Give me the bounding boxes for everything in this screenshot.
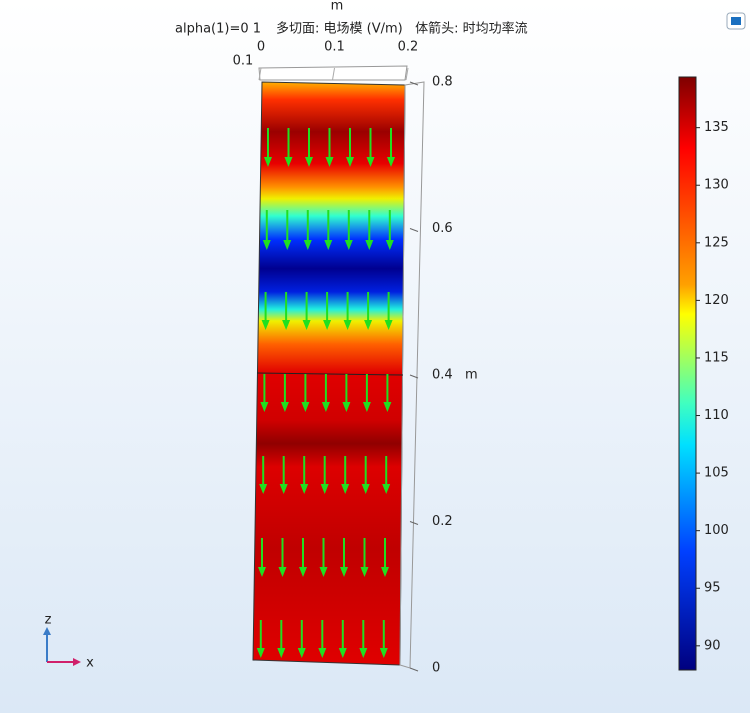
- colorbar-tick-label: 90: [704, 638, 721, 653]
- arrow-head: [260, 402, 269, 412]
- arrow-head: [325, 157, 334, 167]
- colorbar-tick-label: 130: [704, 178, 729, 193]
- slice-edge: [256, 372, 404, 376]
- arrow-head: [264, 157, 272, 167]
- y-tick-label: 0.1: [233, 54, 254, 69]
- triad-z-label: z: [45, 613, 52, 628]
- colorbar-tick-label: 115: [704, 350, 729, 365]
- z-tick: [409, 521, 419, 525]
- arrow-head: [321, 402, 330, 412]
- arrow-head: [323, 320, 332, 330]
- x-tick-label: 0.2: [398, 40, 419, 55]
- arrow-head: [385, 240, 394, 250]
- arrow-head: [258, 567, 266, 577]
- z-tick: [409, 81, 419, 86]
- colorbar-tick-label: 100: [704, 523, 729, 538]
- z-tick: [409, 374, 419, 379]
- arrow-head: [299, 567, 307, 577]
- arrow-head: [346, 157, 354, 167]
- z-tick-label: 0: [432, 661, 440, 676]
- x-tick-label: 0: [257, 40, 265, 55]
- arrow-head: [300, 484, 309, 494]
- arrow-head: [303, 240, 312, 250]
- x-unit: m: [331, 0, 344, 14]
- arrow-field: [256, 128, 395, 658]
- arrow-head: [364, 320, 373, 330]
- z-tick-label: 0.6: [432, 221, 453, 236]
- arrow-head: [342, 402, 351, 412]
- axis-triad: z x: [43, 613, 94, 671]
- x-grid-line: [258, 67, 262, 81]
- arrow-head: [284, 157, 293, 167]
- arrow-head: [302, 320, 311, 330]
- arrow-head: [340, 567, 348, 577]
- arrow-head: [366, 157, 375, 167]
- arrow-head: [365, 240, 374, 250]
- arrow-head: [387, 157, 395, 167]
- arrow-head: [320, 484, 329, 494]
- arrow-head: [361, 484, 370, 494]
- z-tick: [409, 667, 419, 672]
- arrow-head: [259, 484, 268, 494]
- z-tick-label: 0.2: [432, 514, 453, 529]
- triad-x-head: [73, 658, 81, 666]
- arrow-head: [278, 567, 287, 577]
- z-unit: m: [465, 368, 478, 383]
- z-tick-label: 0.8: [432, 75, 453, 90]
- arrow-head: [279, 484, 288, 494]
- triad-z-head: [43, 627, 51, 635]
- colorbar-tick-label: 120: [704, 293, 729, 308]
- colorbar-tick-label: 110: [704, 408, 729, 423]
- colorbar-tick-label: 105: [704, 466, 729, 481]
- arrow-head: [319, 567, 328, 577]
- arrow-head: [360, 567, 369, 577]
- arrow-head: [262, 240, 271, 250]
- arrow-head: [341, 484, 350, 494]
- x-tick-label: 0.1: [324, 40, 345, 55]
- colorbar-tick-label: 135: [704, 120, 729, 135]
- colorbar-tick-label: 95: [704, 581, 721, 596]
- arrow-head: [381, 567, 389, 577]
- x-grid-line: [332, 67, 335, 81]
- arrow-head: [318, 648, 327, 658]
- plot-title: 多切面: 电场模 (V/m) 体箭头: 时均功率流: [276, 21, 528, 37]
- toolbar-icon-glyph: [731, 17, 741, 25]
- arrow-head: [382, 484, 391, 494]
- arrow-head: [344, 240, 353, 250]
- arrow-head: [383, 402, 392, 412]
- arrow-head: [301, 402, 310, 412]
- z-tick-label: 0.4: [432, 368, 453, 383]
- arrow-head: [384, 320, 393, 330]
- colorbar: [678, 76, 697, 671]
- arrow-head: [283, 240, 292, 250]
- arrow-head: [324, 240, 333, 250]
- arrow-head: [338, 648, 347, 658]
- triad-x-label: x: [86, 656, 94, 671]
- x-grid-line: [405, 67, 409, 81]
- arrow-head: [277, 648, 286, 658]
- parameter-label: alpha(1)=0 1: [175, 22, 261, 37]
- arrow-head: [379, 648, 388, 658]
- arrow-head: [297, 648, 306, 658]
- z-tick: [409, 228, 419, 232]
- arrow-head: [256, 648, 265, 658]
- arrow-head: [280, 402, 289, 412]
- arrow-head: [305, 157, 313, 167]
- arrow-head: [261, 320, 270, 330]
- colorbar-tick-label: 125: [704, 235, 729, 250]
- arrow-head: [359, 648, 368, 658]
- arrow-head: [282, 320, 291, 330]
- arrow-head: [343, 320, 352, 330]
- arrow-head: [362, 402, 371, 412]
